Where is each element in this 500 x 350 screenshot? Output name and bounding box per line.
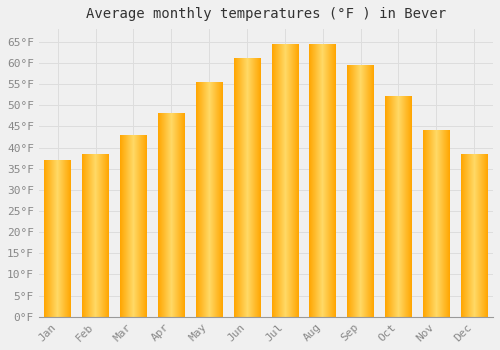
Title: Average monthly temperatures (°F ) in Bever: Average monthly temperatures (°F ) in Be… xyxy=(86,7,446,21)
